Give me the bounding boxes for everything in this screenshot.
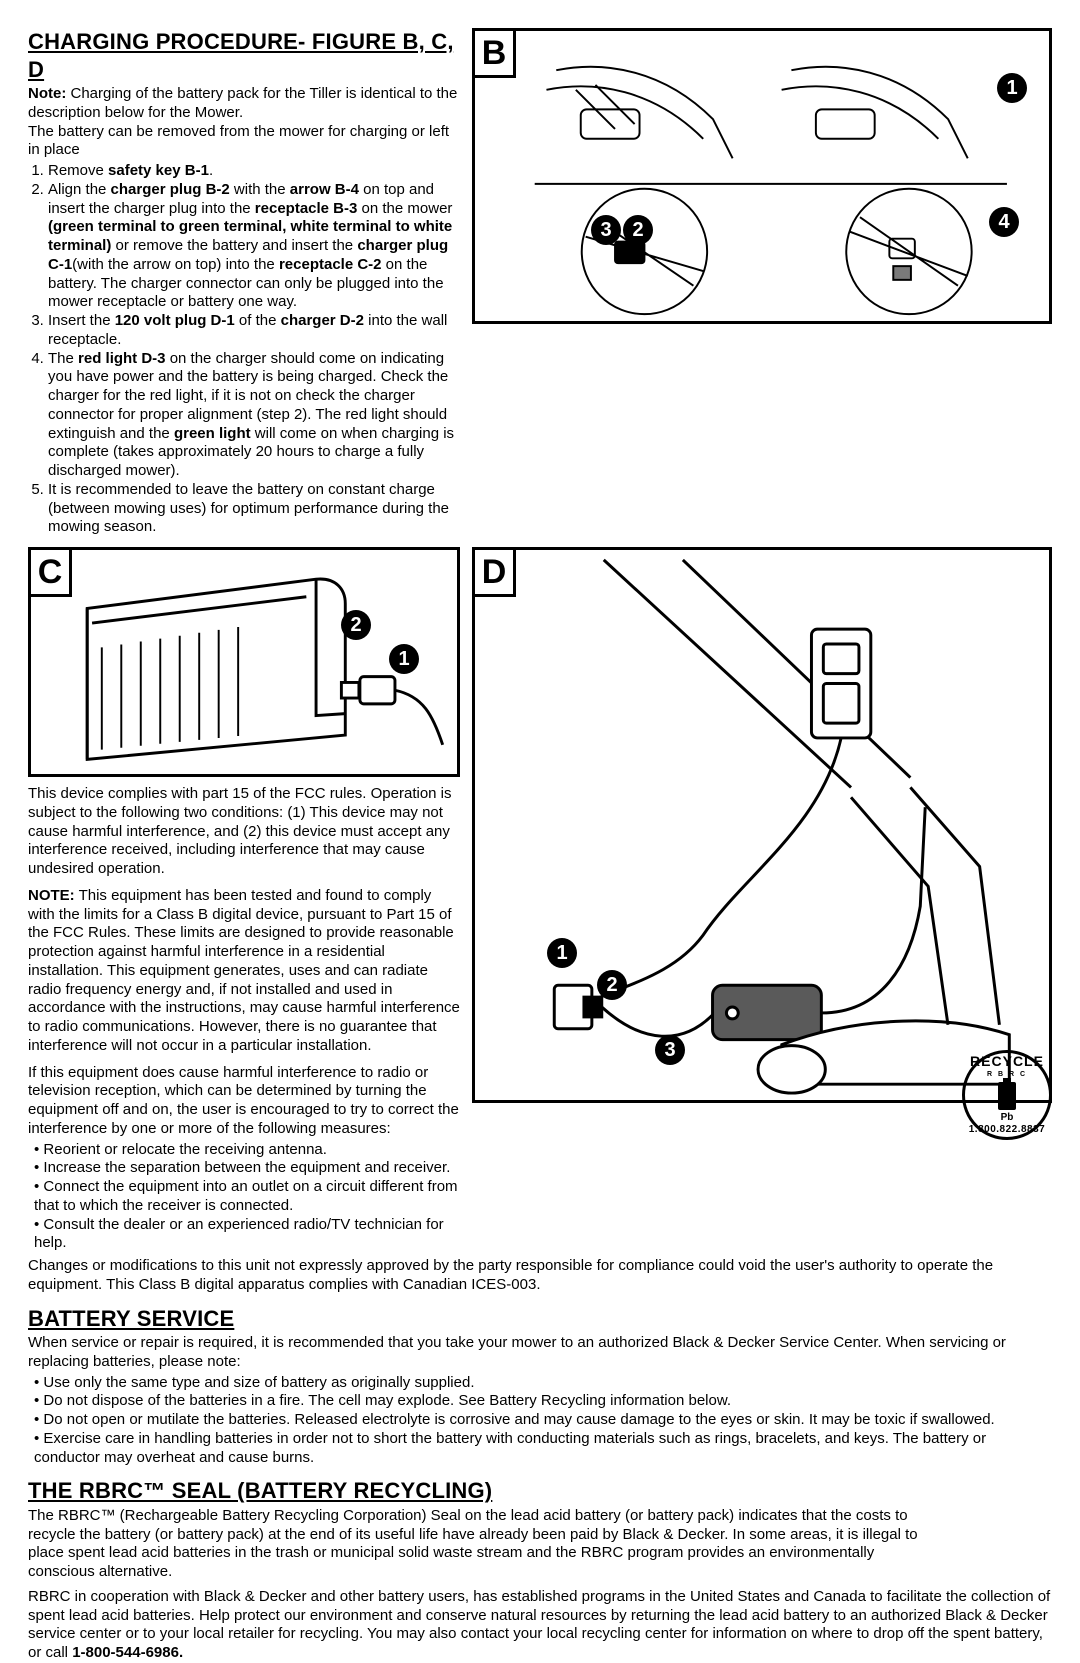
battery-bullet: Do not dispose of the batteries in a fir… [34, 1392, 1052, 1411]
figure-d-callout-2: 2 [597, 970, 627, 1000]
battery-service-p1: When service or repair is required, it i… [28, 1334, 1052, 1372]
charging-step: Insert the 120 volt plug D-1 of the char… [48, 312, 460, 350]
figure-b-callout-4: 4 [989, 207, 1019, 237]
battery-icon [998, 1082, 1016, 1110]
figure-c: C [28, 547, 460, 777]
figure-c-callout-2: 2 [341, 610, 371, 640]
rbrc-seal-icon: RECYCLE R B R C Pb 1.800.822.8837 [962, 1050, 1052, 1140]
rbrc-heading: THE RBRC™ SEAL (BATTERY RECYCLING) [28, 1477, 1052, 1505]
fcc-bullet: Connect the equipment into an outlet on … [34, 1178, 460, 1216]
figure-b-wrap: B [472, 28, 1052, 537]
figure-c-label: C [28, 547, 72, 597]
battery-bullet: Use only the same type and size of batte… [34, 1374, 1052, 1393]
figure-b-callout-2: 2 [623, 215, 653, 245]
fcc-p4: Changes or modifications to this unit no… [28, 1257, 1052, 1295]
battery-service-heading: BATTERY SERVICE [28, 1305, 1052, 1333]
charging-step: It is recommended to leave the battery o… [48, 481, 460, 537]
fcc-p1: This device complies with part 15 of the… [28, 785, 460, 879]
figure-b-callout-1: 1 [997, 73, 1027, 103]
figure-d-wrap: D [472, 547, 1052, 1253]
charging-step: The red light D-3 on the charger should … [48, 350, 460, 481]
figure-c-wrap: C [28, 547, 460, 1253]
battery-bullet: Exercise care in handling batteries in o… [34, 1430, 1052, 1468]
figure-d: D [472, 547, 1052, 1103]
charging-intro: The battery can be removed from the mowe… [28, 123, 460, 161]
charging-steps-list: Remove safety key B-1.Align the charger … [28, 162, 460, 537]
fcc-p3: If this equipment does cause harmful int… [28, 1064, 460, 1139]
figure-d-callout-3: 3 [655, 1035, 685, 1065]
figure-b-svg [475, 31, 1049, 321]
charging-text-column: CHARGING PROCEDURE- FIGURE B, C, D Note:… [28, 28, 460, 537]
figure-b-label: B [472, 28, 516, 78]
seal-pb: Pb [1001, 1112, 1014, 1125]
figure-b: B [472, 28, 1052, 324]
rbrc-p2: RBRC in cooperation with Black & Decker … [28, 1588, 1052, 1663]
fcc-bullets: Reorient or relocate the receiving anten… [28, 1141, 460, 1254]
figure-b-callout-3: 3 [591, 215, 621, 245]
charging-note: Note: Charging of the battery pack for t… [28, 85, 460, 123]
rbrc-p1: The RBRC™ (Rechargeable Battery Recyclin… [28, 1507, 1052, 1582]
figure-d-callout-1: 1 [547, 938, 577, 968]
note-lead: Note: [28, 85, 66, 102]
figure-c-callout-1: 1 [389, 644, 419, 674]
fcc-p2: NOTE: This equipment has been tested and… [28, 887, 460, 1056]
charging-heading: CHARGING PROCEDURE- FIGURE B, C, D [28, 28, 460, 83]
fcc-bullet: Reorient or relocate the receiving anten… [34, 1141, 460, 1160]
seal-phone: 1.800.822.8837 [969, 1124, 1046, 1137]
seal-top: RECYCLE [970, 1053, 1044, 1071]
fcc-note-lead: NOTE: [28, 887, 75, 904]
battery-bullet: Do not open or mutilate the batteries. R… [34, 1411, 1052, 1430]
battery-service-bullets: Use only the same type and size of batte… [28, 1374, 1052, 1468]
charging-step: Remove safety key B-1. [48, 162, 460, 181]
figure-d-svg [475, 550, 1049, 1100]
fcc-bullet: Consult the dealer or an experienced rad… [34, 1216, 460, 1254]
fcc-bullet: Increase the separation between the equi… [34, 1159, 460, 1178]
figure-d-label: D [472, 547, 516, 597]
charging-step: Align the charger plug B-2 with the arro… [48, 181, 460, 312]
